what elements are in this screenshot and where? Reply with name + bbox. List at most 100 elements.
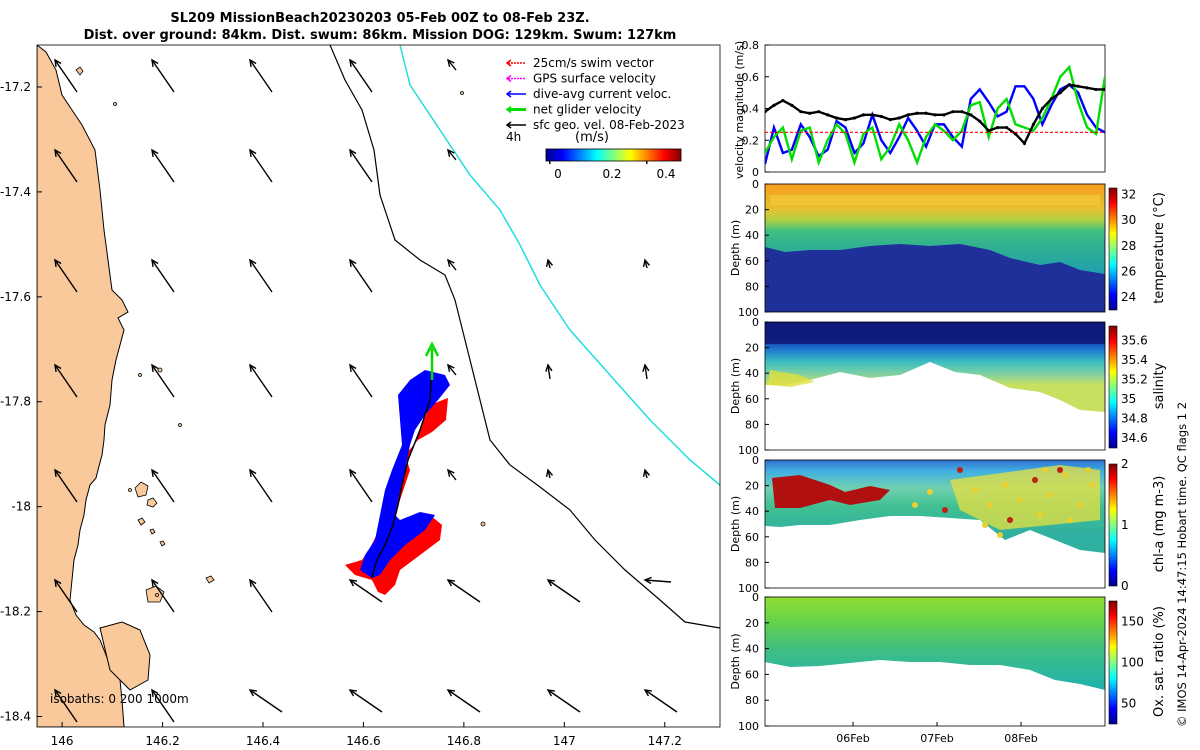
map-x-tick-label: 146 (51, 734, 74, 748)
depth-axis-label: Depth (m) (729, 496, 742, 552)
geo-velocity-arrow (249, 58, 273, 93)
map-y-tick-label: -17.2 (0, 80, 31, 94)
geo-velocity-arrow (151, 148, 175, 183)
ts-sfc-point (1049, 97, 1053, 101)
title-line-1: SL209 MissionBeach20230203 05-Feb 00Z to… (170, 11, 590, 26)
map-y-tick-label: -17.8 (0, 395, 31, 409)
geo-velocity-arrow (249, 578, 273, 613)
chl-sample-dot (942, 507, 948, 513)
title-line-2: Dist. over ground: 84km. Dist. swum: 86k… (83, 28, 677, 43)
map-y-tick-label: -18.2 (0, 605, 31, 619)
chl-sample-dot (1017, 497, 1023, 503)
colorbar-tick-label: 50 (1121, 697, 1136, 711)
ts-sfc-point (772, 103, 776, 107)
geo-velocity-arrow (151, 688, 175, 723)
depth-tick-label: 40 (745, 643, 759, 656)
ts-sfc-point (817, 110, 821, 114)
net-glider-vector (424, 341, 440, 380)
geo-velocity-arrow (151, 578, 175, 613)
colorbar-label: salinity (1152, 362, 1167, 409)
ts-sfc-point (1022, 141, 1027, 146)
colorbar-label: temperature (°C) (1152, 192, 1167, 304)
geo-velocity-arrow (349, 58, 373, 93)
isobath-200m (329, 45, 720, 629)
section-colorbar (1108, 187, 1118, 311)
map-axis-ticks: 146 146.2 146.4 146.6 146.8 147 147.2 -17.2 -17.… (0, 80, 682, 748)
ts-sfc-point (969, 113, 973, 117)
geo-velocity-arrow (151, 258, 175, 293)
ts-y-tick-label: 0.8 (742, 39, 760, 52)
chl-sample-dot (1085, 467, 1091, 473)
geo-velocity-arrow (349, 468, 373, 503)
ts-y-axis-label: velocity magnitude (m/s) (733, 41, 746, 179)
geostrophic-velocity-arrows (54, 58, 678, 723)
depth-tick-label: 20 (745, 617, 759, 630)
depth-tick-label: 20 (745, 342, 759, 355)
ts-sfc-point (987, 129, 991, 133)
chl-sample-dot (1032, 477, 1038, 483)
colorbar-tick-label: 150 (1121, 615, 1144, 629)
map-panel: 146 146.2 146.4 146.6 146.8 147 147.2 -17.2 -17.… (0, 44, 721, 748)
geo-velocity-arrow (446, 58, 457, 71)
land-headland (99, 621, 151, 691)
chl-sample-dot (997, 532, 1003, 538)
ts-y-tick-label: 0 (752, 166, 759, 179)
colorbar-tick-label: 0 (554, 167, 562, 181)
geo-velocity-arrow (546, 579, 581, 603)
chl-sample-dot (1002, 482, 1008, 488)
chl-sample-dot (1067, 517, 1073, 523)
geo-velocity-arrow (642, 258, 651, 269)
ts-sfc-point (1031, 122, 1036, 126)
map-legend: 25cm/s swim vector GPS surface velocitydi… (498, 52, 688, 181)
geo-velocity-arrow (151, 58, 175, 93)
colorbar-tick-label: 0.4 (656, 167, 675, 181)
depth-tick-label: 100 (738, 720, 759, 733)
chl-sample-dot (912, 502, 918, 508)
geo-velocity-arrow (249, 468, 273, 503)
depth-tick-label: 80 (745, 556, 759, 569)
ts-y-tick-label: 0.2 (742, 134, 760, 147)
salinity-section (765, 322, 1105, 450)
depth-tick-label: 0 (752, 454, 759, 467)
geo-velocity-arrow (546, 689, 581, 713)
geo-velocity-arrow (348, 689, 383, 713)
colorbar-tick-label: 35.2 (1121, 373, 1148, 387)
legend-item-label: sfc geo. vel. 08-Feb-2023 (533, 118, 685, 132)
speed-colorbar (545, 148, 682, 162)
geo-velocity-arrow (54, 688, 78, 723)
map-x-tick-label: 146.8 (447, 734, 481, 748)
ts-sfc-point (843, 118, 848, 122)
colorbar-tick-label: 0.2 (602, 167, 621, 181)
map-background (37, 45, 720, 727)
geo-velocity-arrow (446, 363, 457, 376)
geo-velocity-arrow (642, 363, 650, 380)
time-tick-label: 07Feb (920, 732, 953, 745)
depth-axis-label: Depth (m) (729, 633, 742, 689)
depth-tick-label: 60 (745, 668, 759, 681)
ts-sfc-point (1076, 84, 1080, 88)
map-y-tick-label: -18.4 (0, 710, 31, 724)
legend-item: 25cm/s swim vector (505, 56, 654, 70)
chl-sample-dot (1089, 482, 1095, 488)
chl-sample-dot (957, 467, 963, 473)
map-x-tick-label: 146.2 (145, 734, 179, 748)
ts-sfc-point (1103, 87, 1105, 92)
geo-velocity-arrow (249, 363, 273, 398)
ts-sfc-point (888, 118, 892, 122)
legend-item-label: GPS surface velocity (533, 72, 656, 86)
ts-sfc-point (960, 110, 964, 114)
geo-velocity-arrow (151, 468, 175, 503)
chl-sample-dot (1007, 517, 1013, 523)
colorbar-tick-label: 100 (1121, 656, 1144, 670)
legend-item: GPS surface velocity (505, 72, 656, 86)
depth-tick-label: 20 (745, 480, 759, 493)
ts-sfc-point (1013, 132, 1018, 136)
ts-y-tick-label: 0.4 (742, 103, 760, 116)
time-tick-label: 08Feb (1004, 732, 1037, 745)
section-colorbar (1108, 600, 1118, 725)
geo-velocity-arrow (349, 258, 373, 293)
ts-sfc-point (1067, 83, 1071, 87)
legend-item: dive-avg current veloc. (505, 87, 671, 101)
